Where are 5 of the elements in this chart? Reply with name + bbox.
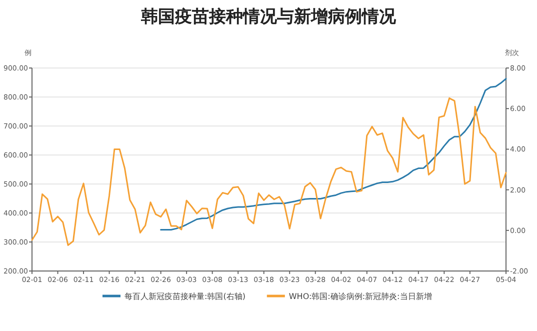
chart-title: 韩国疫苗接种情况与新增病例情况 xyxy=(140,7,397,27)
line-series xyxy=(160,78,507,231)
legend-label: 每百人新冠疫苗接种量:韩国(右轴) xyxy=(124,292,246,301)
legend-label: WHO:韩国:确诊病例:新冠肺炎:当日新增 xyxy=(288,292,432,301)
line-series xyxy=(31,97,507,246)
